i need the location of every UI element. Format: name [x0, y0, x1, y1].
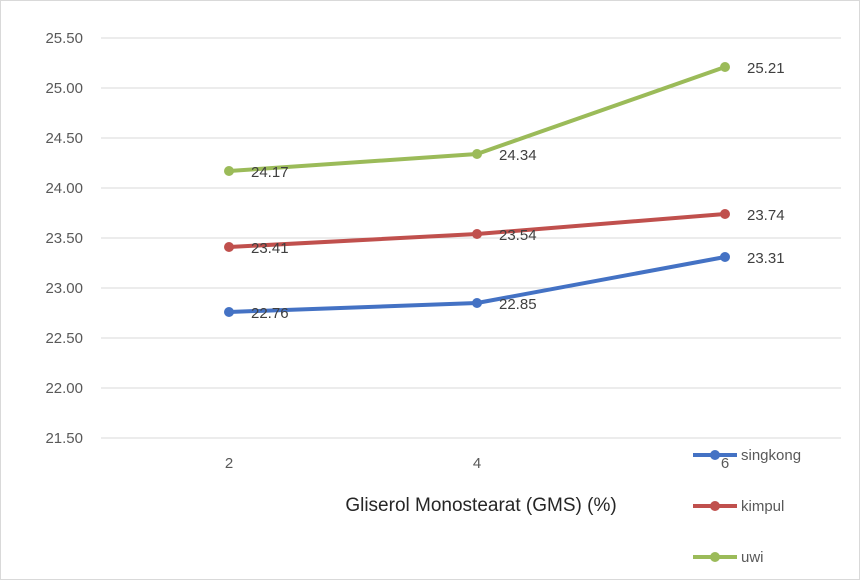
x-tick-label: 4 [473, 455, 481, 472]
x-tick-label: 6 [721, 455, 729, 472]
data-label-uwi: 24.34 [499, 147, 537, 164]
legend-marker-kimpul [710, 501, 720, 511]
data-point-uwi [472, 149, 482, 159]
data-point-kimpul [472, 229, 482, 239]
legend-marker-uwi [710, 552, 720, 562]
y-tick-label: 24.00 [45, 180, 83, 197]
data-point-kimpul [720, 209, 730, 219]
y-tick-label: 22.50 [45, 330, 83, 347]
data-labels: 22.76 22.85 23.31 23.41 23.54 23.74 24.17 24.34… [251, 60, 785, 322]
x-tick-label: 2 [225, 455, 233, 472]
legend-marker-singkong [710, 450, 720, 460]
data-point-singkong [224, 307, 234, 317]
data-label-kimpul: 23.54 [499, 227, 537, 244]
x-axis-tick-labels: 2 4 6 [225, 455, 729, 472]
legend-label-kimpul: kimpul [741, 498, 784, 515]
legend-label-singkong: singkong [741, 447, 801, 464]
y-tick-label: 25.50 [45, 30, 83, 47]
data-label-singkong: 22.85 [499, 296, 537, 313]
data-point-singkong [720, 252, 730, 262]
data-point-singkong [472, 298, 482, 308]
data-point-uwi [224, 166, 234, 176]
series-lines [224, 62, 730, 317]
y-axis-tick-labels: 21.50 22.00 22.50 23.00 23.50 24.00 24.50 25.00… [45, 30, 83, 447]
legend-label-uwi: uwi [741, 549, 764, 566]
data-label-uwi: 24.17 [251, 164, 289, 181]
gridlines [101, 37, 841, 439]
y-tick-label: 23.50 [45, 230, 83, 247]
y-tick-label: 23.00 [45, 280, 83, 297]
y-tick-label: 22.00 [45, 380, 83, 397]
y-tick-label: 25.00 [45, 80, 83, 97]
data-label-kimpul: 23.41 [251, 240, 289, 257]
y-tick-label: 24.50 [45, 130, 83, 147]
x-axis-title: Gliserol Monostearat (GMS) (%) [345, 495, 616, 516]
data-label-kimpul: 23.74 [747, 207, 785, 224]
y-tick-label: 21.50 [45, 430, 83, 447]
data-label-singkong: 22.76 [251, 305, 289, 322]
data-point-uwi [720, 62, 730, 72]
data-point-kimpul [224, 242, 234, 252]
data-label-uwi: 25.21 [747, 60, 785, 77]
legend: singkong kimpul uwi [693, 447, 801, 566]
data-label-singkong: 23.31 [747, 250, 785, 267]
